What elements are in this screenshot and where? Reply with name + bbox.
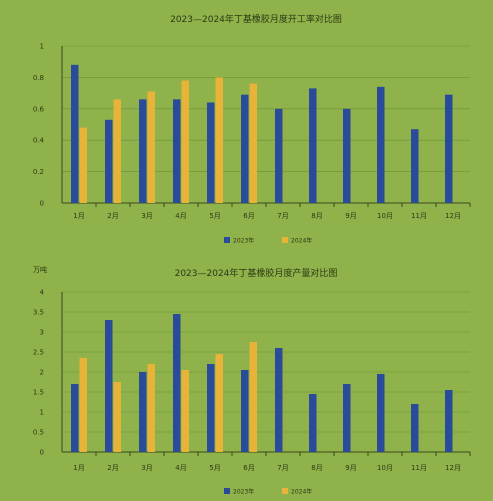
chart1-x-tick-label: 7月 — [277, 212, 288, 220]
chart1-bar-2024 — [181, 80, 189, 203]
chart1-y-tick-label: 0.8 — [33, 74, 44, 82]
chart1-legend-swatch — [282, 237, 288, 243]
chart1-bar-2023 — [445, 94, 453, 203]
chart2-bar-2023 — [377, 374, 385, 452]
chart2-y-tick-label: 0.5 — [33, 429, 44, 437]
chart2-x-tick-label: 8月 — [311, 464, 322, 472]
chart1-x-tick-label: 11月 — [411, 212, 427, 220]
chart1-x-tick-label: 9月 — [345, 212, 356, 220]
chart2-bar-2023 — [445, 390, 453, 452]
chart2-y-tick-label: 2.5 — [33, 349, 44, 357]
chart2-legend-swatch — [224, 488, 230, 494]
chart2-bar-2024 — [181, 370, 189, 452]
chart1-bar-2023 — [309, 88, 317, 203]
chart2-y-tick-label: 1.5 — [33, 389, 44, 397]
chart2-x-tick-label: 6月 — [243, 464, 254, 472]
chart2-x-tick-label: 1月 — [73, 464, 84, 472]
chart2-bar-2023 — [71, 384, 79, 452]
chart2-bar-2024 — [249, 342, 257, 452]
chart1-bar-2023 — [411, 129, 419, 203]
chart1-legend-label: 2024年 — [291, 237, 312, 245]
chart2-unit-label: 万吨 — [33, 265, 47, 274]
chart2-bar-2024 — [215, 354, 223, 452]
chart2-x-tick-label: 5月 — [209, 464, 220, 472]
chart1-y-tick-label: 0.2 — [33, 168, 44, 176]
chart2-bar-2023 — [343, 384, 351, 452]
chart2-x-tick-label: 11月 — [411, 464, 427, 472]
chart2-bar-2023 — [241, 370, 249, 452]
chart1-bar-2023 — [377, 86, 385, 203]
chart1-x-tick-label: 3月 — [141, 212, 152, 220]
chart2-y-tick-label: 4 — [40, 289, 45, 297]
chart2-legend-label: 2023年 — [233, 488, 254, 496]
chart1-y-tick-label: 0 — [40, 200, 44, 208]
chart2-bar-2023 — [173, 314, 181, 452]
chart2-y-tick-label: 3.5 — [33, 309, 44, 317]
chart1-x-tick-label: 4月 — [175, 212, 186, 220]
chart2-bar-2023 — [411, 404, 419, 452]
chart2-legend-swatch — [282, 488, 288, 494]
chart1-y-tick-label: 0.6 — [33, 105, 45, 113]
chart2-bar-2024 — [113, 382, 121, 452]
chart2-bar-2023 — [207, 364, 215, 452]
chart2-bar-2024 — [147, 364, 155, 452]
chart1-bar-2024 — [215, 77, 223, 203]
chart1-title: 2023—2024年丁基橡胶月度开工率对比图 — [170, 13, 342, 25]
chart2-bar-2023 — [275, 348, 283, 452]
chart1-bar-2023 — [105, 119, 113, 203]
chart1-y-tick-label: 1 — [40, 43, 44, 51]
chart2-bar-2024 — [79, 358, 87, 452]
chart2-x-tick-label: 4月 — [175, 464, 186, 472]
chart1-y-tick-label: 0.4 — [33, 137, 45, 145]
chart2-x-tick-label: 7月 — [277, 464, 288, 472]
chart2-title: 2023—2024年丁基橡胶月度产量对比图 — [175, 267, 338, 279]
chart1-bar-2023 — [139, 99, 147, 203]
chart1-bar-2023 — [173, 99, 181, 203]
chart2-y-tick-label: 1 — [40, 409, 44, 417]
chart1-bar-2024 — [113, 99, 121, 203]
chart1-bar-2023 — [207, 102, 215, 203]
chart1-bar-2023 — [275, 108, 283, 203]
chart2-bar-2023 — [105, 320, 113, 452]
chart2-legend-label: 2024年 — [291, 488, 312, 496]
chart1-x-tick-label: 10月 — [377, 212, 393, 220]
chart2-y-tick-label: 3 — [40, 329, 44, 337]
chart1-x-tick-label: 12月 — [445, 212, 461, 220]
chart2-x-tick-label: 2月 — [107, 464, 118, 472]
chart2-x-tick-label: 10月 — [377, 464, 393, 472]
chart2-y-tick-label: 0 — [40, 449, 44, 457]
chart1-x-tick-label: 6月 — [243, 212, 254, 220]
chart1-legend-swatch — [224, 237, 230, 243]
chart1-bar-2024 — [249, 83, 257, 203]
chart1-x-tick-label: 8月 — [311, 212, 322, 220]
chart2-x-tick-label: 9月 — [345, 464, 356, 472]
chart1-bar-2023 — [343, 108, 351, 203]
chart1-bar-2024 — [79, 127, 87, 203]
chart2-y-tick-label: 2 — [40, 369, 44, 377]
chart1-bar-2023 — [71, 64, 79, 203]
chart1-bar-2023 — [241, 94, 249, 203]
chart1-x-tick-label: 2月 — [107, 212, 118, 220]
chart2-x-tick-label: 3月 — [141, 464, 152, 472]
chart1-x-tick-label: 1月 — [73, 212, 84, 220]
chart1-x-tick-label: 5月 — [209, 212, 220, 220]
chart2-bar-2023 — [309, 394, 317, 452]
chart2-x-tick-label: 12月 — [445, 464, 461, 472]
chart1-legend-label: 2023年 — [233, 237, 254, 245]
chart1-bar-2024 — [147, 91, 155, 203]
chart2-bar-2023 — [139, 372, 147, 452]
